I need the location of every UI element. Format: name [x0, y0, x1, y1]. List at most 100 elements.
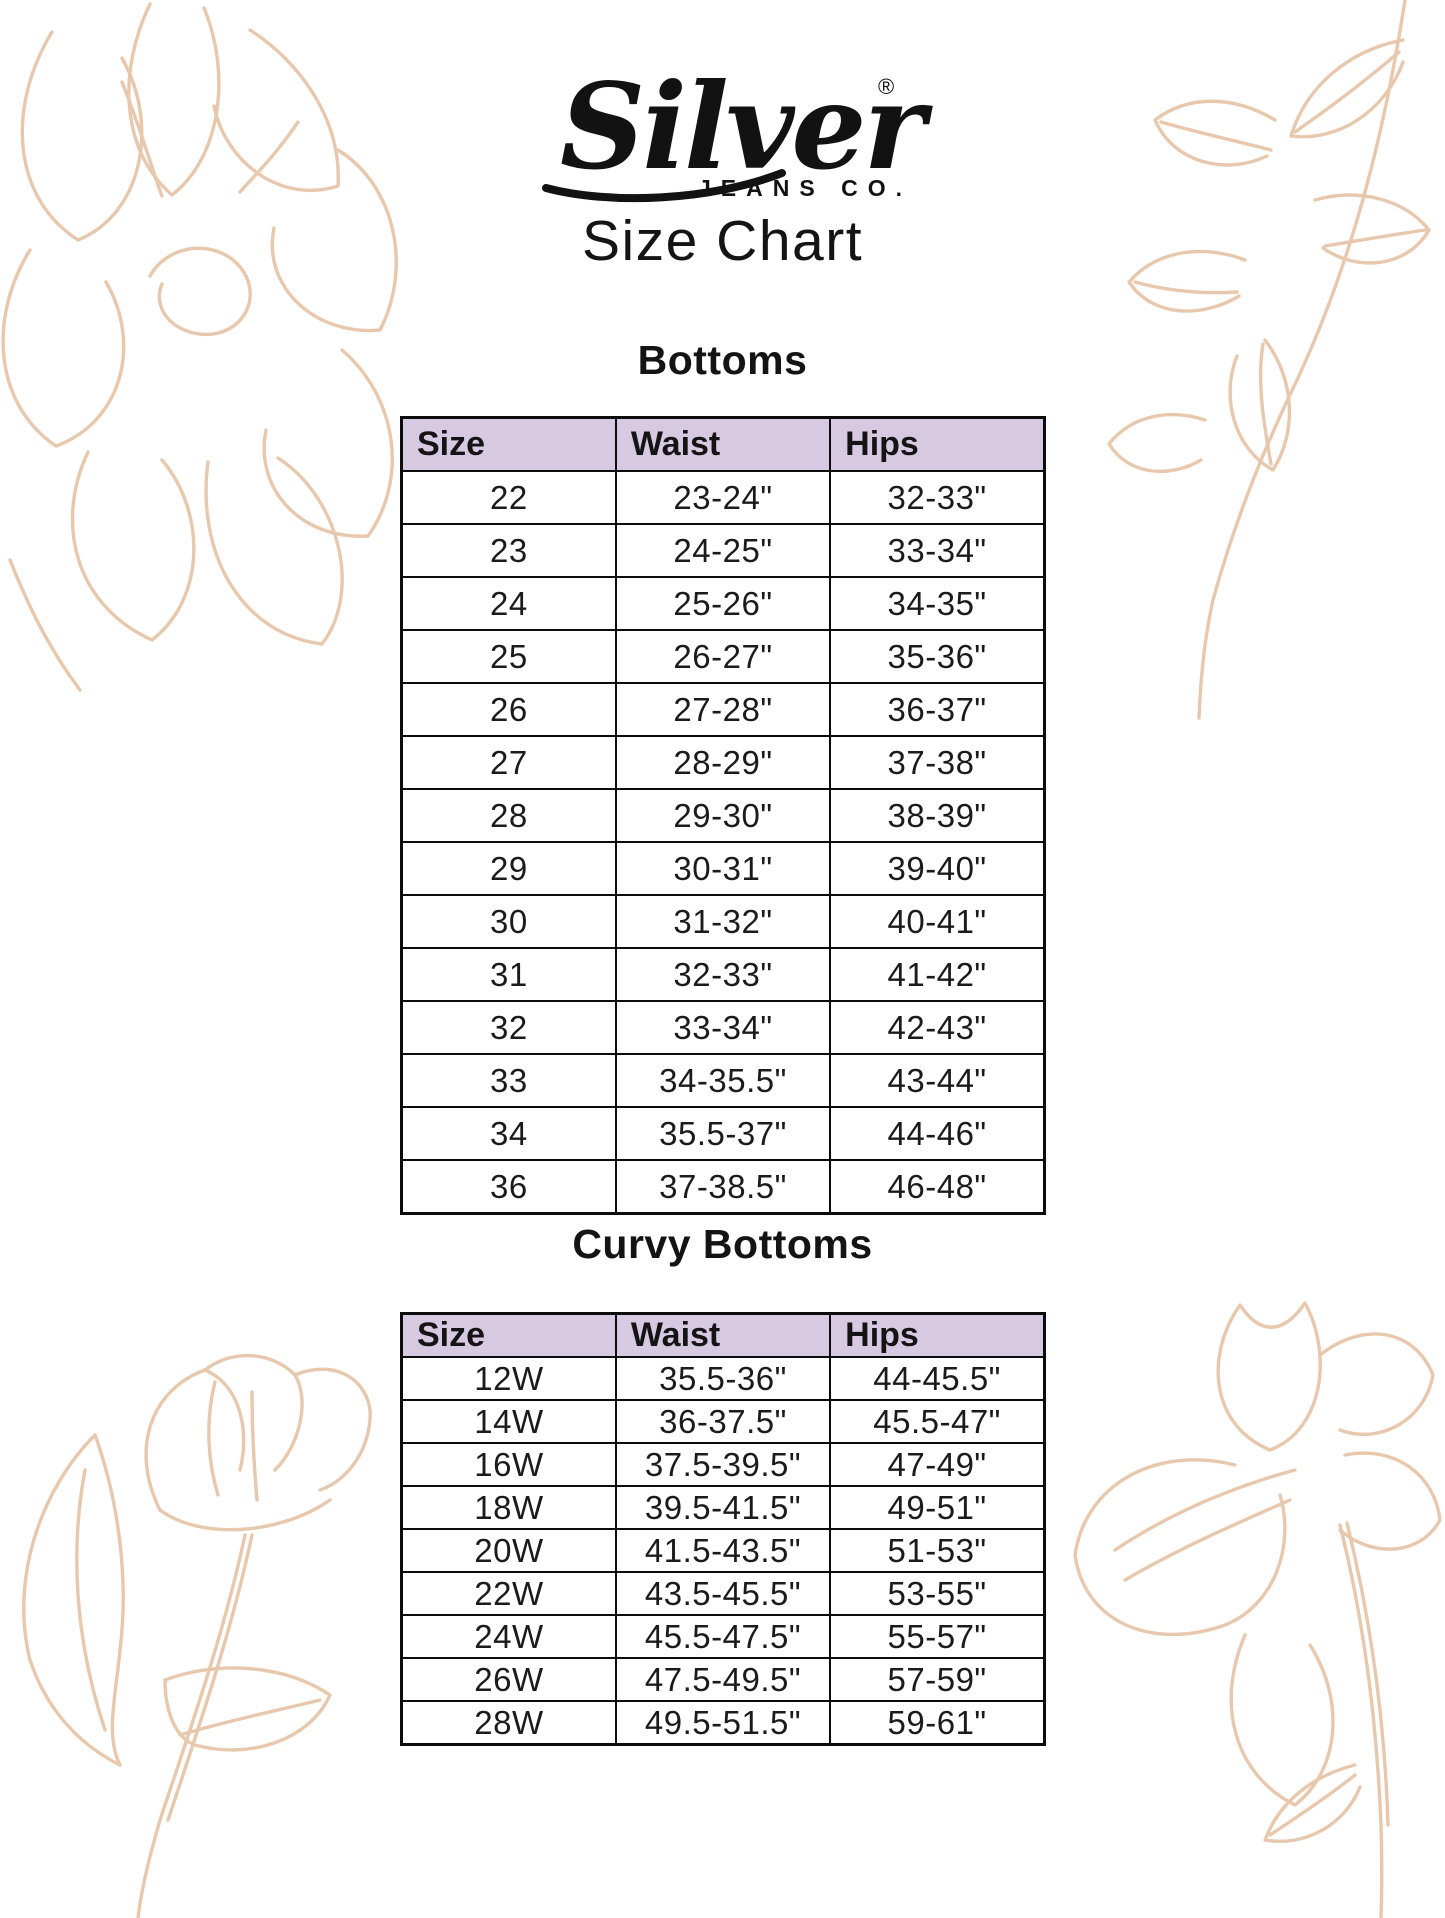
- cell-hips: 47-49": [829, 1442, 1046, 1487]
- cell-waist: 27-28": [614, 682, 832, 737]
- column-header-waist: Waist: [614, 416, 832, 472]
- cell-hips: 46-48": [829, 1159, 1046, 1215]
- cell-size: 30: [400, 894, 617, 949]
- cell-hips: 37-38": [829, 735, 1046, 790]
- logo-sub-text: JEANS CO.: [698, 175, 912, 201]
- cell-waist: 49.5-51.5": [614, 1700, 832, 1746]
- cell-waist: 29-30": [614, 788, 832, 843]
- cell-waist: 32-33": [614, 947, 832, 1002]
- cell-waist: 45.5-47.5": [614, 1614, 832, 1659]
- size-row: 26W 47.5-49.5" 57-59": [400, 1657, 1046, 1702]
- cell-size: 32: [400, 1000, 617, 1055]
- cell-size: 18W: [400, 1485, 617, 1530]
- heading-curvy-bottoms: Curvy Bottoms: [572, 1221, 873, 1267]
- cell-waist: 34-35.5": [614, 1053, 832, 1108]
- cell-size: 26W: [400, 1657, 617, 1702]
- column-header-size: Size: [400, 416, 617, 472]
- cell-hips: 59-61": [829, 1700, 1046, 1746]
- cell-waist: 33-34": [614, 1000, 832, 1055]
- cell-hips: 33-34": [829, 523, 1046, 578]
- size-row: 31 32-33" 41-42": [400, 947, 1046, 1002]
- cell-size: 16W: [400, 1442, 617, 1487]
- size-row: 32 33-34" 42-43": [400, 1000, 1046, 1055]
- cell-hips: 36-37": [829, 682, 1046, 737]
- column-header-hips: Hips: [829, 416, 1046, 472]
- size-row: 22W 43.5-45.5" 53-55": [400, 1571, 1046, 1616]
- cell-size: 31: [400, 947, 617, 1002]
- cell-hips: 49-51": [829, 1485, 1046, 1530]
- cell-hips: 57-59": [829, 1657, 1046, 1702]
- cell-size: 28: [400, 788, 617, 843]
- page-title: Size Chart: [581, 209, 864, 273]
- size-row: 25 26-27" 35-36": [400, 629, 1046, 684]
- silver-jeans-logo: Silver ® JEANS CO.: [542, 57, 937, 203]
- size-row: 23 24-25" 33-34": [400, 523, 1046, 578]
- logo-script-text: Silver: [560, 57, 934, 196]
- cell-size: 12W: [400, 1356, 617, 1401]
- size-row: 29 30-31" 39-40": [400, 841, 1046, 896]
- size-row: 22 23-24" 32-33": [400, 470, 1046, 525]
- column-header-waist: Waist: [614, 1312, 832, 1358]
- size-row: 14W 36-37.5" 45.5-47": [400, 1399, 1046, 1444]
- cell-waist: 28-29": [614, 735, 832, 790]
- cell-size: 34: [400, 1106, 617, 1161]
- header-row: Size Waist Hips: [400, 1312, 1046, 1358]
- floral-art-bottom-right: [1073, 1301, 1442, 1918]
- cell-waist: 25-26": [614, 576, 832, 631]
- cell-size: 23: [400, 523, 617, 578]
- size-row: 12W 35.5-36" 44-45.5": [400, 1356, 1046, 1401]
- cell-waist: 41.5-43.5": [614, 1528, 832, 1573]
- size-row: 36 37-38.5" 46-48": [400, 1159, 1046, 1215]
- size-row: 24 25-26" 34-35": [400, 576, 1046, 631]
- cell-size: 28W: [400, 1700, 617, 1746]
- heading-bottoms: Bottoms: [637, 337, 808, 383]
- cell-waist: 23-24": [614, 470, 832, 525]
- cell-waist: 47.5-49.5": [614, 1657, 832, 1702]
- cell-waist: 30-31": [614, 841, 832, 896]
- cell-size: 24: [400, 576, 617, 631]
- size-row: 18W 39.5-41.5" 49-51": [400, 1485, 1046, 1530]
- cell-hips: 53-55": [829, 1571, 1046, 1616]
- cell-size: 20W: [400, 1528, 617, 1573]
- cell-hips: 44-46": [829, 1106, 1046, 1161]
- cell-hips: 32-33": [829, 470, 1046, 525]
- logo-underline-swash: [542, 169, 786, 203]
- cell-hips: 55-57": [829, 1614, 1046, 1659]
- cell-hips: 42-43": [829, 1000, 1046, 1055]
- cell-waist: 26-27": [614, 629, 832, 684]
- size-row: 26 27-28" 36-37": [400, 682, 1046, 737]
- bottoms-size-table: Size Waist Hips 22 23-24" 32-33" 23 24-25" 33-34…: [400, 416, 1046, 1215]
- cell-size: 29: [400, 841, 617, 896]
- cell-waist: 39.5-41.5": [614, 1485, 832, 1530]
- cell-waist: 36-37.5": [614, 1399, 832, 1444]
- cell-waist: 35.5-37": [614, 1106, 832, 1161]
- cell-hips: 34-35": [829, 576, 1046, 631]
- cell-hips: 44-45.5": [829, 1356, 1046, 1401]
- size-row: 16W 37.5-39.5" 47-49": [400, 1442, 1046, 1487]
- cell-size: 26: [400, 682, 617, 737]
- cell-hips: 45.5-47": [829, 1399, 1046, 1444]
- cell-waist: 24-25": [614, 523, 832, 578]
- cell-size: 36: [400, 1159, 617, 1215]
- size-row: 28 29-30" 38-39": [400, 788, 1046, 843]
- cell-size: 27: [400, 735, 617, 790]
- header-row: Size Waist Hips: [400, 416, 1046, 472]
- size-row: 33 34-35.5" 43-44": [400, 1053, 1046, 1108]
- cell-waist: 35.5-36": [614, 1356, 832, 1401]
- cell-size: 14W: [400, 1399, 617, 1444]
- cell-size: 22: [400, 470, 617, 525]
- size-row: 20W 41.5-43.5" 51-53": [400, 1528, 1046, 1573]
- cell-size: 33: [400, 1053, 617, 1108]
- cell-hips: 51-53": [829, 1528, 1046, 1573]
- cell-waist: 43.5-45.5": [614, 1571, 832, 1616]
- cell-hips: 38-39": [829, 788, 1046, 843]
- cell-size: 22W: [400, 1571, 617, 1616]
- cell-size: 24W: [400, 1614, 617, 1659]
- size-row: 24W 45.5-47.5" 55-57": [400, 1614, 1046, 1659]
- logo-registered-mark: ®: [878, 74, 894, 99]
- size-row: 30 31-32" 40-41": [400, 894, 1046, 949]
- size-row: 27 28-29" 37-38": [400, 735, 1046, 790]
- cell-size: 25: [400, 629, 617, 684]
- size-row: 34 35.5-37" 44-46": [400, 1106, 1046, 1161]
